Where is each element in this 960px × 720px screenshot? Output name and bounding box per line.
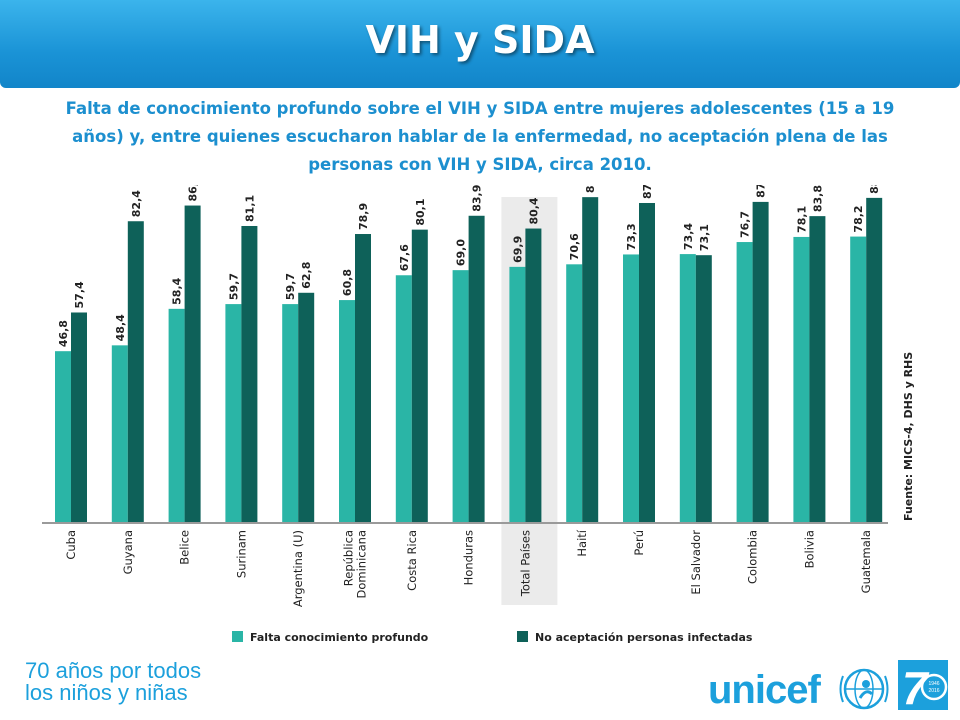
category-label: Bolivia [802, 530, 816, 568]
bar-value-label: 89,0 [584, 185, 597, 193]
category-label: Perú [632, 530, 646, 556]
bar-value-label: 82,4 [130, 190, 143, 217]
category-label: Haití [575, 529, 589, 556]
bar [468, 215, 485, 522]
bar [623, 254, 639, 522]
bar [71, 312, 87, 522]
bar [509, 266, 526, 522]
bar [679, 254, 696, 522]
bar [184, 205, 201, 523]
svg-text:2016: 2016 [928, 688, 939, 694]
bar-value-label: 57,4 [73, 281, 86, 308]
bar [395, 275, 412, 522]
bar [168, 308, 185, 522]
bar-value-label: 59,7 [284, 273, 297, 300]
bar [752, 201, 769, 522]
bar-value-label: 73,4 [682, 223, 695, 250]
bar [736, 242, 753, 523]
legend-swatch [232, 631, 243, 642]
tagline-line-2: los niños y niñas [25, 680, 188, 705]
bar-value-label: 60,8 [341, 269, 354, 296]
bar [355, 234, 371, 522]
bar-value-label: 46,8 [57, 320, 70, 347]
category-label: Cuba [64, 530, 78, 560]
bar-value-label: 73,3 [625, 223, 638, 250]
bar-value-label: 86,7 [187, 185, 200, 202]
bar-value-label: 48,4 [114, 314, 127, 341]
category-label: Argentina (U) [291, 530, 305, 607]
chart-subtitle: Falta de conocimiento profundo sobre el … [65, 99, 895, 174]
category-label: Colombia [746, 530, 760, 584]
bar-value-label: 67,6 [398, 244, 411, 271]
bar-value-label: 78,9 [357, 203, 370, 230]
category-label: Honduras [462, 530, 476, 585]
bar [566, 264, 583, 522]
legend-swatch [517, 631, 528, 642]
bar [298, 292, 315, 522]
bar [339, 300, 355, 522]
bar-value-label: 87,4 [641, 185, 654, 199]
legend-label: No aceptación personas infectadas [535, 631, 753, 644]
bar-value-label: 73,1 [698, 224, 711, 251]
bar-value-label: 80,1 [414, 198, 427, 225]
bar-value-label: 78,1 [795, 206, 808, 233]
bar [127, 221, 144, 523]
unicef-globe-icon [839, 668, 889, 710]
category-label: Dominicana [355, 530, 369, 598]
category-label: Guatemala [859, 530, 873, 593]
bar [55, 351, 71, 522]
badge-years: 1946 [928, 681, 939, 687]
category-label: República [342, 530, 356, 586]
anniversary-tagline: 70 años por todos los niños y niñas [25, 660, 201, 704]
tagline-line-1: 70 años por todos [25, 658, 202, 683]
bar [225, 304, 242, 522]
bar [241, 225, 258, 523]
category-label: Belice [178, 530, 192, 565]
category-label: Costa Rica [405, 530, 419, 591]
bar [695, 255, 712, 522]
anniversary-70-badge: 7 1946 2016 [898, 660, 948, 710]
bar [850, 236, 867, 522]
legend-label: Falta conocimiento profundo [250, 631, 429, 644]
bar-value-label: 88,8 [868, 185, 881, 194]
bar [452, 270, 469, 522]
bar [866, 197, 883, 522]
bar [525, 228, 542, 522]
bar [282, 304, 299, 522]
bar-value-label: 58,4 [171, 277, 184, 304]
category-label: Surinam [234, 530, 248, 578]
bar-value-label: 81,1 [243, 195, 256, 222]
bar-value-label: 59,7 [227, 273, 240, 300]
category-label: El Salvador [689, 530, 703, 595]
bar-value-label: 69,0 [455, 239, 468, 266]
bar-value-label: 83,8 [811, 185, 824, 212]
bar [639, 202, 655, 523]
bar-chart: 46,857,4 Cuba 48,4 82,4 Guyana 58,4 86,7 Belice… [42, 185, 915, 644]
bar-value-label: 62,8 [300, 262, 313, 289]
unicef-logo-text: unicef [708, 668, 821, 712]
bar-value-label: 76,7 [739, 211, 752, 238]
bar-value-label: 83,9 [471, 185, 484, 212]
source-note: Fuente: MICS-4, DHS y RHS [902, 352, 915, 521]
category-label: Guyana [121, 530, 135, 574]
bar [111, 345, 128, 522]
page-title: VIH y SIDA [365, 18, 595, 62]
bar-value-label: 70,6 [568, 233, 581, 260]
title-banner: VIH y SIDA [0, 0, 960, 88]
bar-value-label: 80,4 [527, 197, 540, 224]
svg-text:7: 7 [902, 662, 930, 710]
bar [411, 229, 428, 522]
category-label: Total Países [518, 530, 532, 597]
bar [582, 197, 599, 522]
bar [793, 236, 810, 522]
bar-value-label: 87,7 [755, 185, 768, 198]
bar [809, 216, 826, 522]
bar-value-label: 78,2 [852, 205, 865, 232]
bar-value-label: 69,9 [511, 236, 524, 263]
